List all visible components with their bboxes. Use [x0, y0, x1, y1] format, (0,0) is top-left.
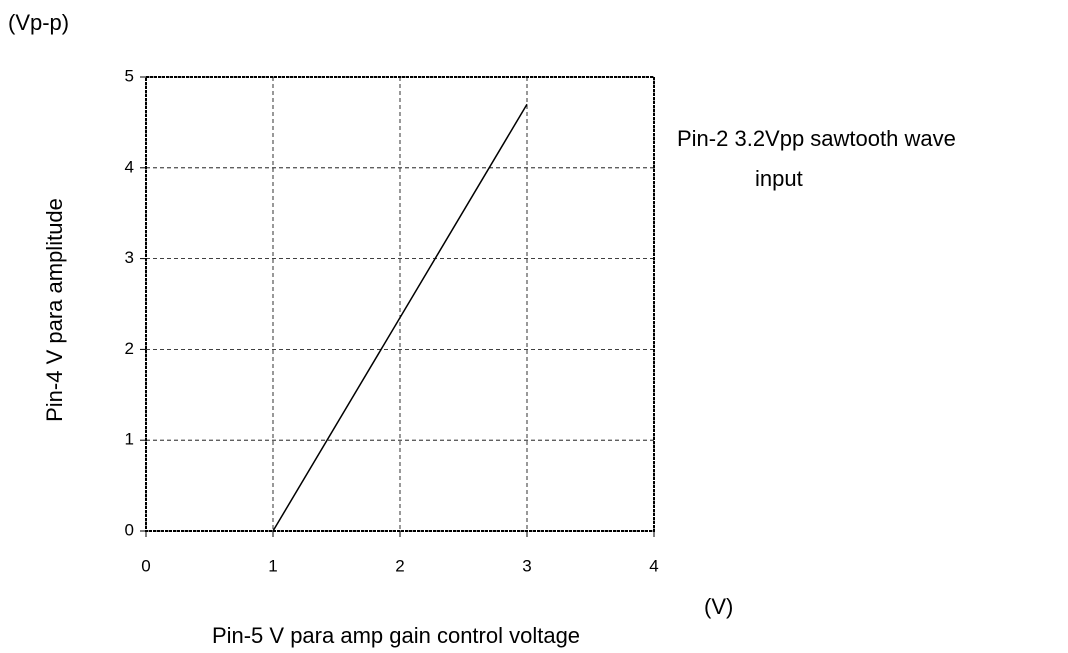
y-axis-label: Pin-4 V para amplitude	[42, 198, 67, 422]
plot-frame	[145, 76, 655, 532]
y-tick-label: 5	[125, 66, 134, 85]
x-tick-label: 2	[395, 556, 404, 575]
x-unit: (V)	[704, 594, 733, 619]
data-line	[272, 103, 528, 532]
x-tick-label: 1	[268, 556, 277, 575]
y-tick-label: 3	[125, 248, 134, 267]
x-axis-label: Pin-5 V para amp gain control voltage	[212, 623, 580, 648]
y-tick-label: 4	[125, 157, 134, 176]
y-tick-label: 1	[125, 430, 134, 449]
y-tick-label: 0	[125, 520, 134, 539]
x-tick-label: 4	[649, 556, 658, 575]
y-unit: (Vp-p)	[8, 10, 69, 35]
y-tick-label: 2	[125, 339, 134, 358]
annotation: Pin-2 3.2Vpp sawtooth wave	[677, 126, 956, 151]
x-tick-label: 0	[141, 556, 150, 575]
x-tick-label: 3	[522, 556, 531, 575]
annotation: input	[755, 166, 803, 191]
